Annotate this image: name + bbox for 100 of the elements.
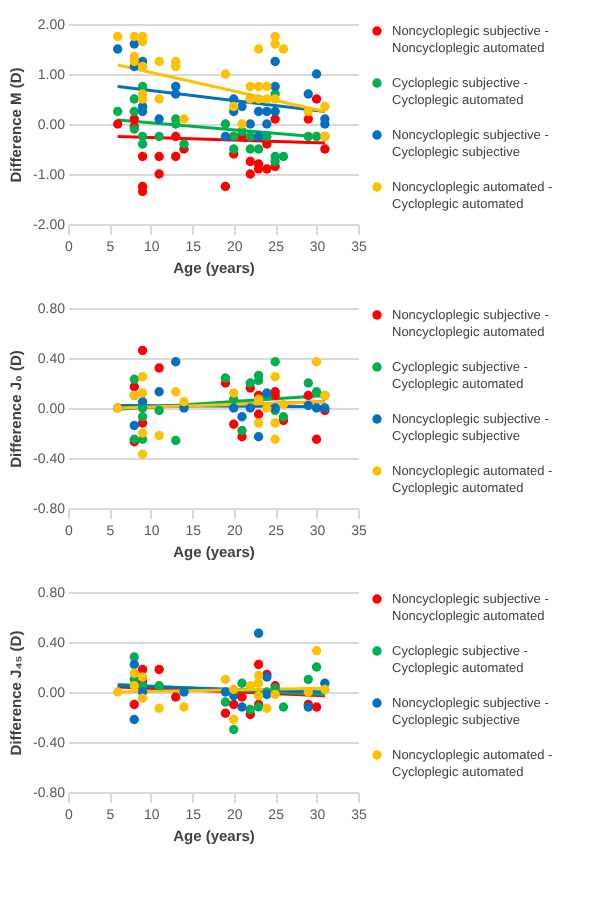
point [220, 708, 231, 718]
point [253, 44, 264, 54]
point [129, 94, 139, 104]
point [129, 699, 139, 710]
point [245, 119, 255, 129]
point [113, 119, 123, 129]
point [311, 94, 322, 104]
point [311, 434, 322, 444]
point [270, 39, 280, 49]
point [137, 151, 148, 162]
point [137, 139, 148, 149]
point [179, 114, 189, 124]
point [154, 405, 164, 416]
point [237, 678, 247, 688]
point [229, 403, 239, 413]
point [262, 81, 272, 92]
point [262, 703, 272, 713]
point [137, 131, 148, 142]
point [229, 699, 239, 710]
point [229, 684, 239, 695]
point [245, 131, 255, 142]
point [237, 412, 247, 422]
point [220, 697, 231, 707]
point [129, 714, 139, 725]
point [303, 106, 313, 117]
point [171, 151, 181, 162]
point [154, 664, 164, 675]
point [245, 169, 255, 179]
point [303, 674, 313, 685]
point [129, 31, 139, 42]
point [262, 164, 272, 174]
point [237, 692, 247, 702]
point [270, 418, 280, 428]
point [154, 94, 164, 104]
point [113, 687, 123, 697]
point [171, 692, 181, 702]
point [179, 702, 189, 712]
point [262, 94, 272, 104]
point [113, 106, 123, 117]
point [220, 373, 231, 383]
point [129, 681, 139, 691]
point [245, 704, 255, 715]
point [245, 403, 255, 413]
point [253, 94, 264, 104]
point [220, 69, 231, 79]
point [253, 659, 264, 670]
point [154, 56, 164, 67]
point [320, 144, 330, 154]
point [303, 687, 313, 697]
point [171, 89, 181, 99]
point [270, 81, 280, 92]
point [262, 119, 272, 129]
point [245, 81, 255, 92]
point [262, 106, 272, 117]
point [253, 418, 264, 428]
point [270, 56, 280, 67]
point [154, 169, 164, 179]
point [253, 81, 264, 92]
point [303, 400, 313, 411]
point [220, 181, 231, 192]
point [253, 144, 264, 154]
point [253, 432, 264, 442]
point [129, 420, 139, 431]
point [129, 374, 139, 384]
point [179, 397, 189, 407]
point [137, 388, 148, 398]
point [154, 114, 164, 124]
point [137, 428, 148, 438]
point [237, 119, 247, 129]
point [237, 425, 247, 436]
point [229, 144, 239, 154]
point [245, 156, 255, 167]
point [137, 412, 148, 422]
point [229, 388, 239, 398]
point [220, 131, 231, 142]
point [129, 659, 139, 670]
point [270, 434, 280, 444]
point [311, 662, 322, 672]
point [154, 131, 164, 142]
point [311, 646, 322, 656]
point [303, 378, 313, 388]
point [171, 81, 181, 92]
point [320, 101, 330, 112]
point [154, 151, 164, 162]
point [320, 684, 330, 695]
point [137, 672, 148, 682]
point [311, 702, 322, 712]
point [303, 89, 313, 99]
point [137, 693, 148, 703]
point [137, 449, 148, 459]
point [253, 628, 264, 638]
point [229, 724, 239, 735]
point [237, 101, 247, 112]
point [137, 345, 148, 356]
point [270, 106, 280, 117]
point [311, 403, 322, 413]
point [270, 94, 280, 104]
point [171, 387, 181, 397]
point [154, 363, 164, 373]
point [253, 106, 264, 117]
